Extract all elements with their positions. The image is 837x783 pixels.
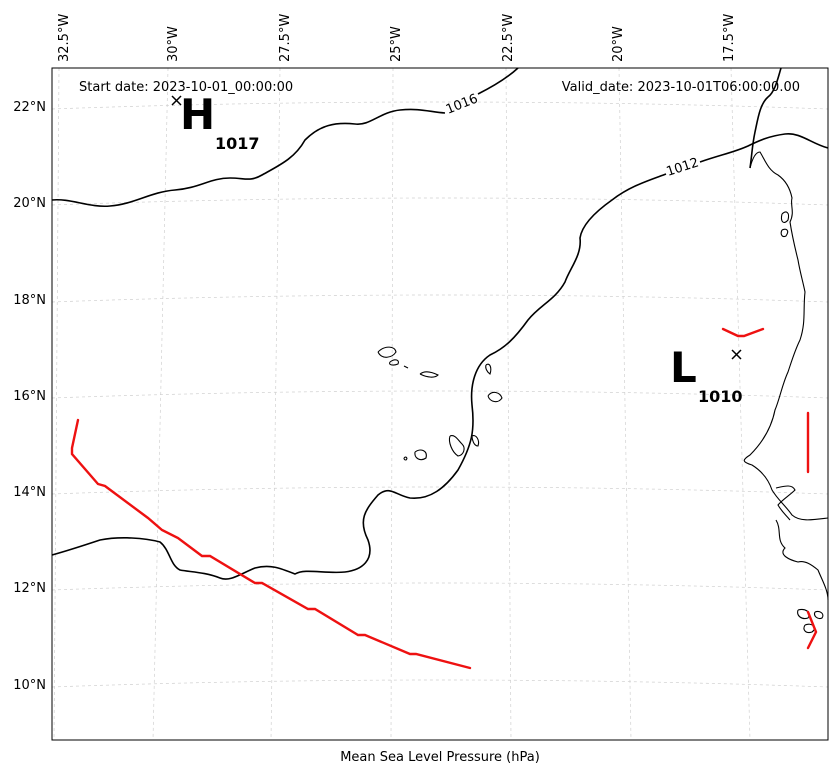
parallel-22 xyxy=(51,101,829,110)
lat-tick-label: 12°N xyxy=(13,581,46,596)
map-frame xyxy=(51,67,829,741)
cape-verde-santa-luzia xyxy=(403,365,409,369)
lat-tick-label: 10°N xyxy=(13,678,46,693)
track-southeast xyxy=(806,610,818,650)
valid-date-label: Valid_date: 2023-10-01T06:00:00.00 xyxy=(562,80,800,95)
lon-tick-label: 32.5°W xyxy=(57,14,72,62)
lat-tick-label: 20°N xyxy=(13,196,46,211)
lon-tick-label: 20°W xyxy=(611,26,626,62)
parallel-12 xyxy=(51,582,829,591)
west-africa-coast xyxy=(743,151,829,521)
lat-tick-label: 22°N xyxy=(13,100,46,115)
lat-tick-label: 16°N xyxy=(13,389,46,404)
cape-verde-sao-vicente xyxy=(389,359,399,366)
coastlines xyxy=(377,151,829,634)
high-center-marker xyxy=(171,95,182,106)
contour-1016-b xyxy=(477,67,519,95)
high-center-letter: H xyxy=(180,90,215,139)
cape-verde-santo-antao xyxy=(377,346,397,358)
lat-tick-label: 18°N xyxy=(13,293,46,308)
cape-verde-boa-vista xyxy=(487,391,503,403)
guinea-bissau-coast xyxy=(775,519,829,601)
lat-tick-label: 14°N xyxy=(13,485,46,500)
lon-tick-label: 25°W xyxy=(389,26,404,62)
bijagos-islands xyxy=(797,608,824,634)
lon-tick-label: 27.5°W xyxy=(278,14,293,62)
latitude-tick-labels: 22°N 20°N 18°N 16°N 14°N 12°N 10°N xyxy=(13,100,46,693)
contour-1012-b xyxy=(51,173,667,580)
longitude-tick-labels: 32.5°W 30°W 27.5°W 25°W 22.5°W 20°W 17.5… xyxy=(57,14,737,62)
coast-detail-1 xyxy=(780,211,790,223)
lon-tick-label: 22.5°W xyxy=(501,14,516,62)
cape-verde-fogo xyxy=(414,449,427,461)
cape-verde-brava xyxy=(403,456,408,461)
contour-1016 xyxy=(51,108,446,208)
contour-label-1016: 1016 xyxy=(444,91,480,117)
track-northeast xyxy=(721,327,765,338)
meridian-30 xyxy=(152,67,169,741)
meridian-27-5 xyxy=(270,67,281,741)
parallel-10 xyxy=(51,679,829,688)
meridian-22-5 xyxy=(505,67,512,741)
low-center-marker xyxy=(731,349,742,360)
contour-label-1012: 1012 xyxy=(665,155,701,179)
pressure-center-labels: H 1017 L 1010 xyxy=(180,90,743,406)
coast-detail-2 xyxy=(780,228,789,238)
low-center-letter: L xyxy=(670,343,697,392)
start-date-label: Start date: 2023-10-01_00:00:00 xyxy=(79,80,293,95)
senegal-gambia xyxy=(775,485,796,521)
meridian-17-5 xyxy=(730,67,751,741)
parallel-16 xyxy=(51,390,829,399)
contour-1012 xyxy=(699,133,829,163)
lon-tick-label: 17.5°W xyxy=(722,14,737,62)
track-main xyxy=(70,418,472,670)
meridian-32-5 xyxy=(53,67,60,741)
meridian-25 xyxy=(390,67,394,741)
lon-tick-label: 30°W xyxy=(166,26,181,62)
parallel-14 xyxy=(51,486,829,495)
parallel-20 xyxy=(51,197,829,206)
map-xlabel: Mean Sea Level Pressure (hPa) xyxy=(340,750,540,765)
cape-verde-sal xyxy=(485,363,492,375)
pressure-center-markers xyxy=(171,95,742,360)
high-center-value: 1017 xyxy=(215,134,260,153)
parallel-18 xyxy=(51,294,829,303)
gridlines xyxy=(51,67,829,741)
low-center-value: 1010 xyxy=(698,387,743,406)
cape-verde-santiago xyxy=(448,435,465,457)
meridian-20 xyxy=(618,67,632,741)
pressure-contours xyxy=(51,67,829,580)
cape-verde-sao-nicolau xyxy=(419,371,439,378)
contour-labels: 1016 1012 xyxy=(444,91,701,179)
cape-verde-maio xyxy=(471,435,480,447)
contour-1016-c xyxy=(749,67,782,169)
storm-tracks xyxy=(70,327,818,670)
